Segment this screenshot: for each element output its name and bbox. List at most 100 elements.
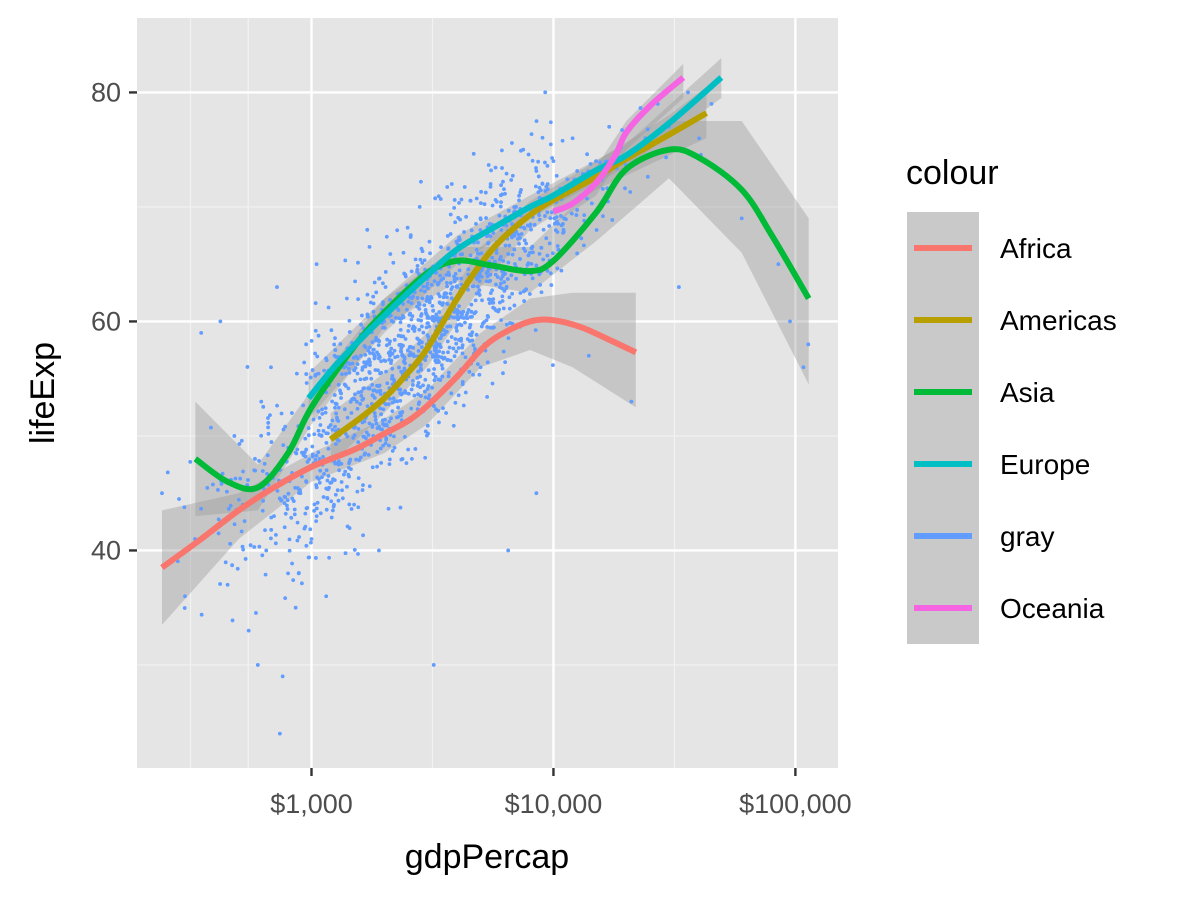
data-point <box>334 411 338 416</box>
data-point <box>209 425 213 430</box>
data-point <box>430 385 435 390</box>
data-point <box>291 578 296 583</box>
line-oceania <box>552 75 686 215</box>
data-point <box>399 316 404 321</box>
data-point <box>586 353 591 358</box>
line-asia <box>193 146 812 493</box>
grid-minor <box>137 18 838 768</box>
data-point <box>444 280 449 285</box>
data-point <box>333 492 338 497</box>
data-point <box>354 399 359 404</box>
data-point <box>385 337 390 342</box>
data-point <box>565 177 570 182</box>
data-point <box>353 279 357 284</box>
data-point <box>409 317 414 322</box>
data-point <box>345 524 350 529</box>
data-point <box>345 415 350 420</box>
data-point <box>422 389 427 394</box>
data-point <box>315 354 320 359</box>
data-point <box>497 285 502 289</box>
data-point <box>296 571 301 576</box>
data-point <box>362 360 366 365</box>
data-point <box>533 328 538 333</box>
data-point <box>498 204 503 209</box>
data-point <box>304 372 309 376</box>
data-point <box>318 423 323 427</box>
data-point <box>370 382 375 387</box>
data-point <box>507 243 512 248</box>
data-point <box>499 200 503 204</box>
data-point <box>478 228 483 232</box>
data-point <box>582 243 586 248</box>
data-point <box>306 433 311 438</box>
data-point <box>388 396 392 401</box>
data-point <box>321 495 326 499</box>
smooth-lines <box>160 75 812 571</box>
data-point <box>402 355 407 360</box>
data-point <box>473 298 478 303</box>
data-point <box>459 338 463 343</box>
data-point <box>304 381 309 385</box>
data-point <box>512 303 517 308</box>
data-point <box>545 253 550 258</box>
data-point <box>425 281 430 286</box>
data-point <box>498 193 503 198</box>
data-point <box>468 253 473 258</box>
data-point <box>365 314 370 319</box>
data-point <box>282 494 287 499</box>
data-point <box>385 423 389 428</box>
data-point <box>293 485 298 490</box>
data-point <box>539 290 544 295</box>
data-point <box>405 225 410 230</box>
data-point <box>356 552 360 556</box>
data-point <box>457 268 462 273</box>
data-point <box>392 337 397 342</box>
data-point <box>467 325 472 330</box>
data-point <box>474 221 478 226</box>
data-point <box>269 527 274 532</box>
data-point <box>285 507 290 511</box>
data-point <box>455 284 460 289</box>
data-point <box>387 457 392 462</box>
data-point <box>406 447 411 452</box>
data-point <box>415 376 420 380</box>
y-tick-label: 60 <box>91 306 121 336</box>
data-point <box>503 243 508 248</box>
data-point <box>448 281 453 285</box>
data-point <box>399 349 403 353</box>
data-point <box>323 406 328 411</box>
data-point <box>477 251 482 256</box>
data-point <box>238 476 243 481</box>
data-point <box>316 333 321 338</box>
data-point <box>387 462 392 467</box>
data-point <box>390 409 395 414</box>
data-point <box>801 365 806 370</box>
data-point <box>325 478 330 483</box>
data-point <box>348 457 353 462</box>
data-point <box>501 270 506 275</box>
data-point <box>371 393 375 398</box>
data-point <box>415 263 420 268</box>
data-point <box>445 234 450 238</box>
data-point <box>292 512 297 517</box>
data-point <box>293 605 298 610</box>
data-point <box>491 231 496 235</box>
data-point <box>367 484 372 489</box>
data-point <box>352 368 356 373</box>
data-point <box>259 433 264 438</box>
data-point <box>488 278 493 283</box>
data-point <box>530 276 535 281</box>
data-point <box>345 434 350 439</box>
data-point <box>522 299 527 303</box>
data-point <box>544 236 549 241</box>
data-point <box>368 351 372 355</box>
data-point <box>286 491 291 496</box>
data-point <box>390 449 395 453</box>
data-point <box>384 234 389 239</box>
data-point <box>549 210 554 215</box>
data-point <box>401 302 406 306</box>
data-point <box>448 212 453 217</box>
data-point <box>311 417 316 422</box>
line-europe <box>306 75 724 401</box>
data-point <box>225 582 230 587</box>
